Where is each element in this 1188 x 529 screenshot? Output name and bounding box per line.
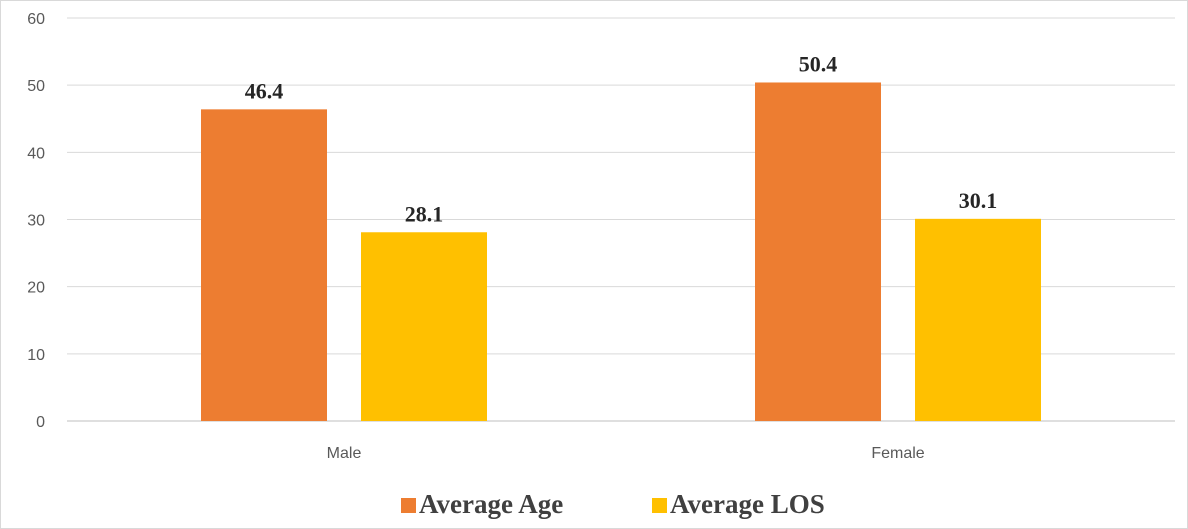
y-tick-label: 40 [27,145,45,162]
data-label: 30.1 [959,188,998,213]
bar-average-age-male [201,109,327,421]
legend: Average Age Average LOS [401,489,825,519]
y-tick-label: 50 [27,78,45,95]
legend-label: Average LOS [670,489,825,519]
x-tick-label: Male [327,445,362,462]
bar-average-los-female [915,218,1041,421]
legend-swatch [401,498,416,513]
x-axis-ticks: Male Female [327,445,925,462]
data-label: 50.4 [799,51,838,76]
y-tick-label: 0 [36,414,45,431]
data-label: 28.1 [405,201,444,226]
y-tick-label: 60 [27,11,45,28]
bar-average-age-female [755,82,881,421]
data-labels: 46.4 28.1 50.4 30.1 [245,51,998,226]
y-axis-ticks: 0 10 20 30 40 50 60 [27,11,45,431]
legend-label: Average Age [419,489,563,519]
legend-swatch [652,498,667,513]
x-tick-label: Female [871,445,924,462]
y-tick-label: 30 [27,213,45,230]
data-label: 46.4 [245,78,284,103]
y-tick-label: 10 [27,347,45,364]
bar-average-los-male [361,232,487,421]
bars [201,82,1041,421]
y-tick-label: 20 [27,280,45,297]
